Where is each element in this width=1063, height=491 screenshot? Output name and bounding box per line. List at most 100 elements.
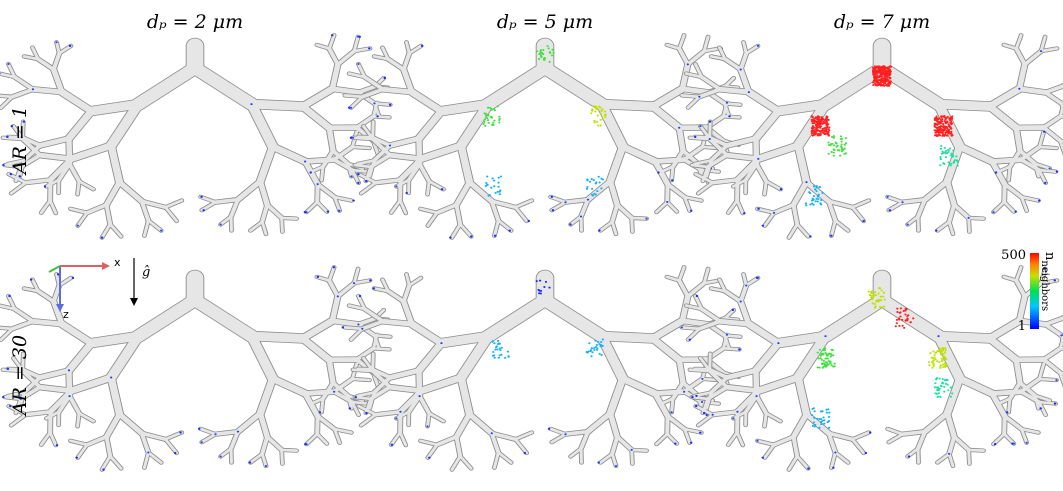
x-axis-label: x <box>114 256 121 269</box>
airway-lumen <box>992 160 1021 162</box>
particle <box>492 355 494 357</box>
particle <box>901 319 903 321</box>
colorbar-max: 500 <box>1001 248 1026 263</box>
particle <box>841 138 843 140</box>
particle <box>968 217 970 219</box>
particle <box>497 182 499 184</box>
airway-lumen <box>789 224 797 237</box>
particle <box>949 133 951 135</box>
particle <box>597 461 599 463</box>
particle <box>552 209 554 211</box>
airway-panel <box>0 266 390 471</box>
particle <box>689 339 691 341</box>
particle <box>840 140 842 142</box>
airway-lumen <box>990 338 1017 359</box>
particle <box>545 281 547 283</box>
airway-lumen <box>623 147 655 162</box>
particle <box>1040 50 1042 52</box>
particle <box>816 121 818 123</box>
particle <box>940 385 942 387</box>
particle <box>814 426 816 428</box>
particle <box>824 122 826 124</box>
particle <box>880 67 882 69</box>
airway-lumen <box>494 452 498 467</box>
particle <box>55 41 57 43</box>
particle <box>889 65 891 67</box>
particle <box>944 351 946 353</box>
airway-lumen <box>545 68 601 104</box>
particle <box>831 349 833 351</box>
particle <box>874 291 876 293</box>
particle <box>373 102 375 104</box>
particle <box>808 191 810 193</box>
particle <box>497 340 499 342</box>
particle <box>945 132 947 134</box>
particle <box>944 357 946 359</box>
particle <box>551 196 553 198</box>
particle <box>597 341 599 343</box>
particle <box>907 314 909 316</box>
airway-lumen <box>903 432 925 435</box>
airway-lumen <box>338 51 354 64</box>
airway-lumen <box>960 379 992 394</box>
particle <box>813 417 815 419</box>
airway-lumen <box>994 202 1005 212</box>
particle <box>827 142 829 144</box>
airway-lumen <box>374 103 390 104</box>
airway-lumen <box>110 456 121 468</box>
particle <box>872 302 874 304</box>
airway-lumen <box>202 434 216 442</box>
airway-lumen <box>374 335 390 336</box>
particle <box>936 360 938 362</box>
particle <box>928 361 930 363</box>
particle <box>950 387 952 389</box>
airway-lumen <box>938 336 989 338</box>
airway-lumen <box>1039 147 1056 148</box>
particle <box>943 129 945 131</box>
particle <box>819 349 821 351</box>
particle <box>812 130 814 132</box>
particle <box>872 84 874 86</box>
particle <box>875 70 877 72</box>
particle <box>828 126 830 128</box>
particle <box>941 360 943 362</box>
particle <box>884 299 886 301</box>
particle <box>492 122 494 124</box>
particle <box>395 185 397 187</box>
particle <box>389 145 391 147</box>
particle <box>547 47 549 49</box>
airway-lumen <box>15 309 33 321</box>
particle <box>1038 199 1040 201</box>
airway-lumen <box>757 396 767 413</box>
particle <box>945 379 947 381</box>
particle <box>944 349 946 351</box>
particle <box>441 188 443 190</box>
airway-lumen <box>1009 167 1010 181</box>
particle <box>485 182 487 184</box>
particle <box>949 121 951 123</box>
airway-lumen <box>404 53 410 69</box>
particle <box>947 151 949 153</box>
particle <box>546 45 548 47</box>
airway-lumen <box>307 434 318 444</box>
particle <box>589 181 591 183</box>
particle <box>593 347 595 349</box>
airway-lumen <box>727 370 756 377</box>
particle <box>805 204 807 206</box>
particle <box>827 133 829 135</box>
airway-lumen <box>831 220 835 235</box>
particle <box>887 70 889 72</box>
particle <box>602 339 604 341</box>
particle <box>498 357 500 359</box>
particle <box>904 310 906 312</box>
particle <box>938 392 940 394</box>
particle <box>490 116 492 118</box>
airway-lumen <box>374 348 390 349</box>
particle <box>823 127 825 129</box>
particle <box>496 349 498 351</box>
particle <box>865 452 867 454</box>
particle <box>826 362 828 364</box>
particle <box>327 211 329 213</box>
particle <box>830 151 832 153</box>
particle <box>349 407 351 409</box>
